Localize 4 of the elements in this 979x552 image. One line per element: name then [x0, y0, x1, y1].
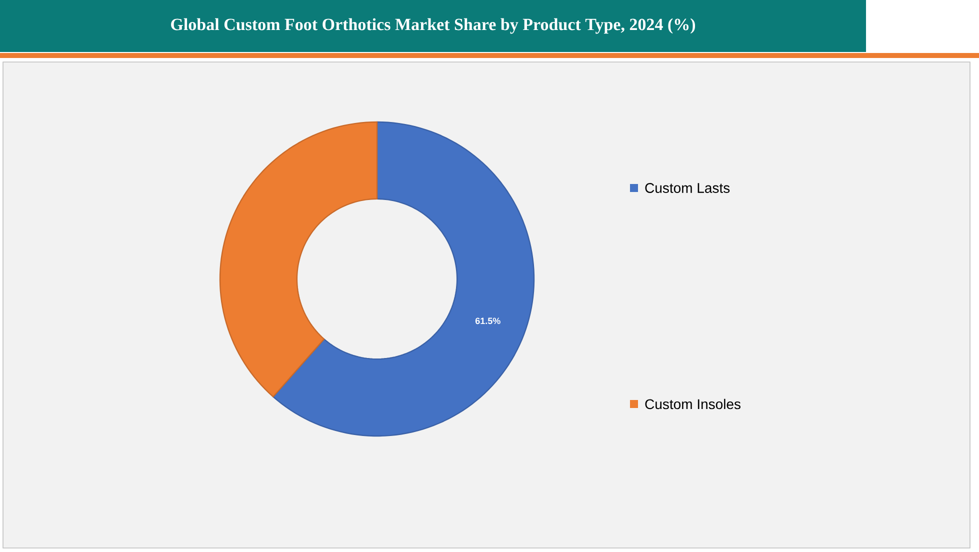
legend-label: Custom Insoles — [645, 398, 740, 410]
legend-label: Custom Lasts — [645, 183, 730, 193]
data-label: 61.5% — [475, 318, 500, 324]
chart-title: Global Custom Foot Orthotics Market Share by Product Type, 2024 (%) — [171, 18, 696, 34]
